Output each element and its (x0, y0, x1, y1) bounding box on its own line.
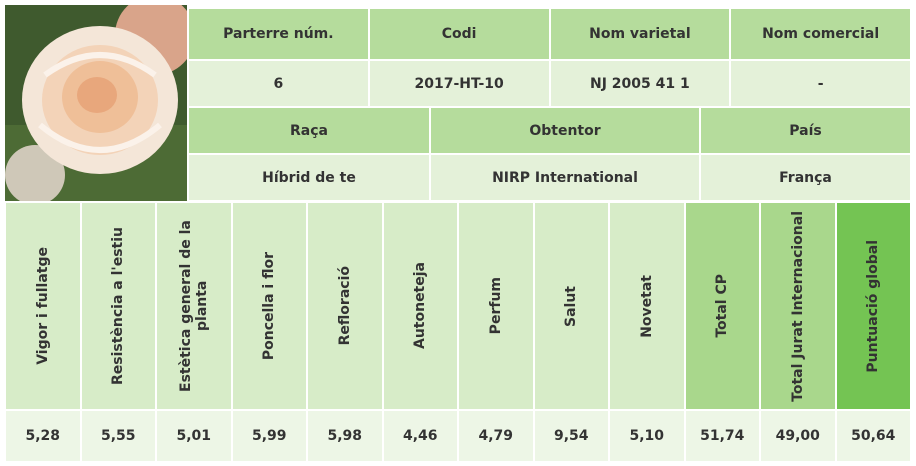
score-header: Refloració (307, 202, 383, 410)
score-value: 49,00 (760, 410, 836, 462)
score-value: 5,01 (156, 410, 232, 462)
score-header: Resistència a l'estiu (81, 202, 157, 410)
score-header: Total Jurat Internacional (760, 202, 836, 410)
score-header: Vigor i fullatge (5, 202, 81, 410)
score-header: Total CP (685, 202, 761, 410)
header-cell: Obtentor (430, 107, 700, 154)
header-cell: Codi (369, 8, 550, 60)
header-cell: Nom varietal (550, 8, 731, 60)
header-cell: Parterre núm. (188, 8, 369, 60)
value-cell: Híbrid de te (188, 154, 430, 201)
score-header: Novetat (609, 202, 685, 410)
value-cell: NJ 2005 41 1 (550, 60, 731, 107)
value-cell: NIRP International (430, 154, 700, 201)
score-header: Puntuació global (836, 202, 912, 410)
score-value: 5,28 (5, 410, 81, 462)
value-cell: - (730, 60, 911, 107)
score-header: Autoneteja (383, 202, 459, 410)
score-value: 4,46 (383, 410, 459, 462)
rose-photo (5, 5, 187, 201)
score-value: 5,10 (609, 410, 685, 462)
value-cell: 2017-HT-10 (369, 60, 550, 107)
score-value: 4,79 (458, 410, 534, 462)
score-value: 51,74 (685, 410, 761, 462)
score-value: 5,55 (81, 410, 157, 462)
score-header: Perfum (458, 202, 534, 410)
header-cell: Nom comercial (730, 8, 911, 60)
score-value: 50,64 (836, 410, 912, 462)
value-cell: 6 (188, 60, 369, 107)
header-cell: Raça (188, 107, 430, 154)
score-value: 9,54 (534, 410, 610, 462)
header-cell: País (700, 107, 911, 154)
score-value: 5,98 (307, 410, 383, 462)
score-header: Salut (534, 202, 610, 410)
score-header: Estètica general de la planta (156, 202, 232, 410)
page: Parterre núm.CodiNom varietalNom comerci… (0, 0, 916, 466)
score-value: 5,99 (232, 410, 308, 462)
score-header: Poncella i flor (232, 202, 308, 410)
value-cell: França (700, 154, 911, 201)
